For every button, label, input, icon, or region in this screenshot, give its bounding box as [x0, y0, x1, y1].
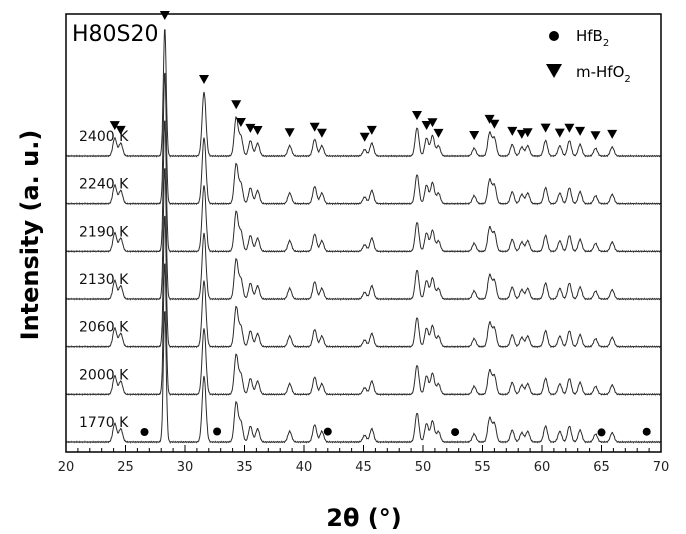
x-tick-labels: 20 25 30 35 40 45 50 55 60 65 70: [58, 460, 670, 475]
legend-hfb2-label: HfB2: [576, 27, 609, 49]
m-hfo2-marker: [540, 123, 551, 133]
temperature-label: 2060 K: [79, 320, 129, 336]
m-hfo2-marker: [516, 129, 527, 139]
m-hfo2-marker: [284, 128, 295, 138]
temperature-label: 1770 K: [79, 415, 129, 431]
m-hfo2-marker: [507, 126, 518, 136]
x-tick-label: 30: [177, 460, 194, 475]
m-hfo2-marker: [115, 125, 126, 135]
m-hfo2-marker: [421, 121, 432, 130]
trace-2000-k: [65, 263, 662, 397]
x-tick-label: 25: [117, 460, 134, 475]
legend-mhfo2-label: m-HfO2: [576, 63, 631, 85]
temperature-label: 2190 K: [79, 224, 129, 240]
x-tick-label: 40: [296, 460, 313, 475]
m-hfo2-marker: [590, 131, 601, 141]
temperature-label: 2130 K: [79, 272, 129, 288]
trace-2240-k: [65, 72, 662, 206]
x-tick-label: 45: [355, 460, 372, 475]
x-axis-title: 2θ (°): [326, 504, 401, 532]
legend-mhfo2-marker: [546, 64, 562, 78]
temperature-label: 2400 K: [79, 129, 129, 145]
x-tick-label: 70: [653, 460, 670, 475]
trace-2190-k: [65, 120, 662, 254]
x-tick-label: 65: [593, 460, 610, 475]
m-hfo2-marker: [469, 131, 480, 140]
m-hfo2-marker: [575, 126, 586, 136]
m-hfo2-marker: [316, 128, 327, 138]
m-hfo2-marker: [522, 128, 533, 138]
temperature-label: 2000 K: [79, 367, 129, 383]
temperature-label: 2240 K: [79, 177, 129, 193]
hfb2-markers: [140, 427, 651, 437]
x-tick-label: 50: [415, 460, 432, 475]
hfb2-marker: [213, 427, 222, 436]
legend: HfB2 m-HfO2: [546, 27, 631, 85]
hfb2-marker: [451, 428, 460, 437]
m-hfo2-marker: [489, 119, 500, 129]
trace-2400-k: [65, 29, 662, 158]
hfb2-marker: [642, 427, 651, 436]
temperature-labels: 2400 K 2240 K 2190 K 2130 K 2060 K 2000 K 1770…: [79, 129, 129, 431]
m-hfo2-marker: [564, 123, 575, 133]
m-hfo2-marker: [607, 129, 618, 139]
m-hfo2-marker: [252, 126, 263, 135]
m-hfo2-marker: [231, 100, 242, 110]
m-hfo2-marker: [109, 121, 120, 131]
x-tick-label: 20: [58, 460, 75, 475]
x-tick-label: 35: [236, 460, 253, 475]
diffraction-traces: [65, 29, 662, 444]
x-tick-label: 55: [474, 460, 491, 475]
m-hfo2-marker: [427, 118, 438, 128]
hfb2-marker: [140, 428, 149, 436]
m-hfo2-marker: [484, 114, 495, 124]
trace-1770-k: [65, 311, 662, 444]
trace-2130-k: [65, 168, 662, 301]
trace-2060-k: [65, 215, 662, 349]
m-hfo2-marker: [359, 132, 370, 142]
hfb2-marker: [323, 427, 332, 436]
m-hfo2-marker: [309, 122, 320, 132]
plot-frame: [65, 13, 662, 453]
x-tick-label: 60: [534, 460, 551, 475]
chart-title: H80S20: [72, 22, 159, 47]
m-hfo2-marker: [412, 111, 422, 120]
m-hfo2-marker: [554, 128, 565, 138]
legend-hfb2-marker: [549, 31, 559, 41]
m-hfo2-marker: [433, 128, 444, 138]
m-hfo2-marker: [199, 75, 209, 84]
hfb2-marker: [597, 428, 606, 437]
y-axis-title: Intensity (a. u.): [16, 130, 44, 341]
m-hfo2-marker: [235, 118, 246, 127]
m-hfo2-marker: [366, 125, 377, 135]
